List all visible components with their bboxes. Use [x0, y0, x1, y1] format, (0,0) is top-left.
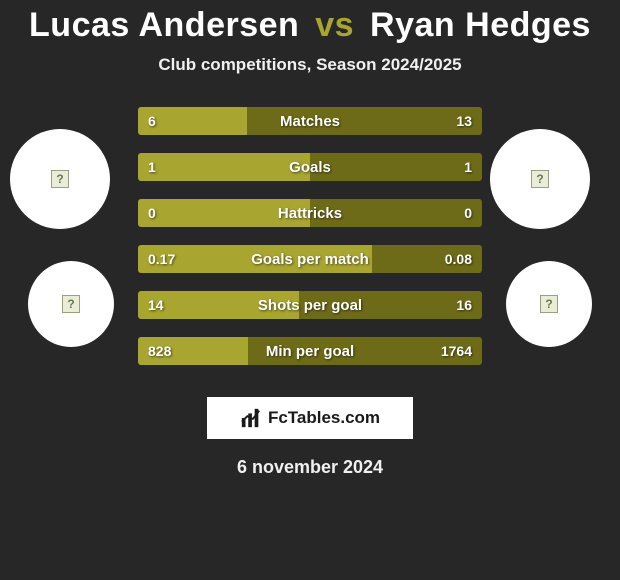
stat-label: Goals — [138, 153, 482, 181]
stat-row: 11Goals — [138, 153, 482, 181]
vs-separator: vs — [315, 6, 354, 44]
stat-row: 1416Shots per goal — [138, 291, 482, 319]
image-placeholder-icon: ? — [540, 295, 558, 313]
stat-label: Goals per match — [138, 245, 482, 273]
stat-label: Hattricks — [138, 199, 482, 227]
stat-label: Shots per goal — [138, 291, 482, 319]
stat-bars: 613Matches 11Goals 00Hattricks 0.170.08Goal… — [138, 107, 482, 383]
comparison-arena: ? ? ? ? 613Matches 11Goals 00Hattricks 0.17… — [0, 107, 620, 387]
brand-chart-icon — [240, 407, 262, 429]
stat-row: 00Hattricks — [138, 199, 482, 227]
stat-label: Matches — [138, 107, 482, 135]
comparison-title: Lucas Andersen vs Ryan Hedges — [0, 0, 620, 45]
image-placeholder-icon: ? — [51, 170, 69, 188]
image-placeholder-icon: ? — [62, 295, 80, 313]
player2-name: Ryan Hedges — [370, 6, 591, 44]
brand-badge: FcTables.com — [207, 397, 413, 439]
stat-row: 0.170.08Goals per match — [138, 245, 482, 273]
subtitle: Club competitions, Season 2024/2025 — [0, 55, 620, 75]
player1-club-circle: ? — [28, 261, 114, 347]
stat-label: Min per goal — [138, 337, 482, 365]
player1-name: Lucas Andersen — [29, 6, 299, 44]
player1-photo-circle: ? — [10, 129, 110, 229]
brand-text: FcTables.com — [268, 408, 380, 428]
stat-row: 613Matches — [138, 107, 482, 135]
player2-club-circle: ? — [506, 261, 592, 347]
snapshot-date: 6 november 2024 — [0, 457, 620, 478]
player2-photo-circle: ? — [490, 129, 590, 229]
image-placeholder-icon: ? — [531, 170, 549, 188]
stat-row: 8281764Min per goal — [138, 337, 482, 365]
